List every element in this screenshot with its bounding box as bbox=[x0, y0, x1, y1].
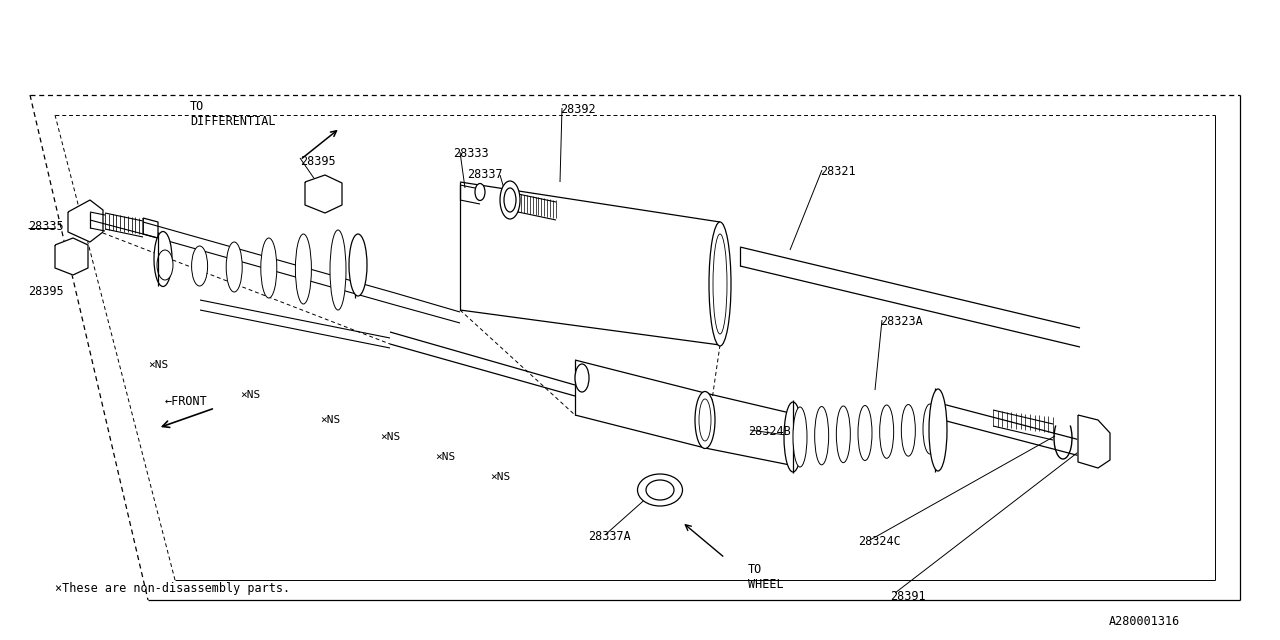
Text: 28337A: 28337A bbox=[588, 530, 631, 543]
Ellipse shape bbox=[261, 238, 276, 298]
Text: TO: TO bbox=[748, 563, 763, 576]
Text: 28337: 28337 bbox=[467, 168, 503, 181]
Text: 28333: 28333 bbox=[453, 147, 489, 160]
Ellipse shape bbox=[814, 406, 828, 465]
Ellipse shape bbox=[858, 406, 872, 461]
Ellipse shape bbox=[154, 232, 172, 287]
Ellipse shape bbox=[901, 404, 915, 456]
Text: A280001316: A280001316 bbox=[1108, 615, 1180, 628]
Text: TO: TO bbox=[189, 100, 205, 113]
Ellipse shape bbox=[349, 234, 367, 296]
Ellipse shape bbox=[923, 404, 937, 454]
Polygon shape bbox=[1078, 415, 1110, 468]
Ellipse shape bbox=[500, 181, 520, 219]
Text: 28395: 28395 bbox=[300, 155, 335, 168]
Ellipse shape bbox=[709, 222, 731, 346]
Ellipse shape bbox=[475, 184, 485, 200]
Ellipse shape bbox=[575, 364, 589, 392]
Ellipse shape bbox=[227, 242, 242, 292]
Ellipse shape bbox=[836, 406, 850, 463]
Ellipse shape bbox=[783, 402, 803, 472]
Text: ×NS: ×NS bbox=[148, 360, 168, 370]
Ellipse shape bbox=[879, 405, 893, 458]
Text: 28335: 28335 bbox=[28, 220, 64, 233]
Text: ×NS: ×NS bbox=[241, 390, 260, 400]
Text: ×NS: ×NS bbox=[490, 472, 511, 482]
Text: DIFFERENTIAL: DIFFERENTIAL bbox=[189, 115, 275, 128]
Text: 28324C: 28324C bbox=[858, 535, 901, 548]
Ellipse shape bbox=[296, 234, 311, 304]
Text: 28321: 28321 bbox=[820, 165, 855, 178]
Text: ×NS: ×NS bbox=[380, 432, 401, 442]
Ellipse shape bbox=[637, 474, 682, 506]
Text: ←FRONT: ←FRONT bbox=[165, 395, 207, 408]
Text: 28323A: 28323A bbox=[881, 315, 923, 328]
Polygon shape bbox=[143, 218, 157, 238]
Text: WHEEL: WHEEL bbox=[748, 578, 783, 591]
Ellipse shape bbox=[646, 480, 675, 500]
Text: 28395: 28395 bbox=[28, 285, 64, 298]
Text: ×These are non-disassembly parts.: ×These are non-disassembly parts. bbox=[55, 582, 291, 595]
Polygon shape bbox=[55, 238, 88, 275]
Text: 28392: 28392 bbox=[561, 103, 595, 116]
Ellipse shape bbox=[929, 389, 947, 471]
Polygon shape bbox=[68, 200, 102, 242]
Text: ×NS: ×NS bbox=[320, 415, 340, 425]
Ellipse shape bbox=[157, 250, 173, 280]
Ellipse shape bbox=[794, 407, 806, 467]
Polygon shape bbox=[305, 175, 342, 213]
Ellipse shape bbox=[192, 246, 207, 286]
Text: 28324B: 28324B bbox=[748, 425, 791, 438]
Ellipse shape bbox=[504, 188, 516, 212]
Text: 28391: 28391 bbox=[890, 590, 925, 603]
Text: ×NS: ×NS bbox=[435, 452, 456, 462]
Ellipse shape bbox=[330, 230, 346, 310]
Ellipse shape bbox=[695, 392, 716, 449]
